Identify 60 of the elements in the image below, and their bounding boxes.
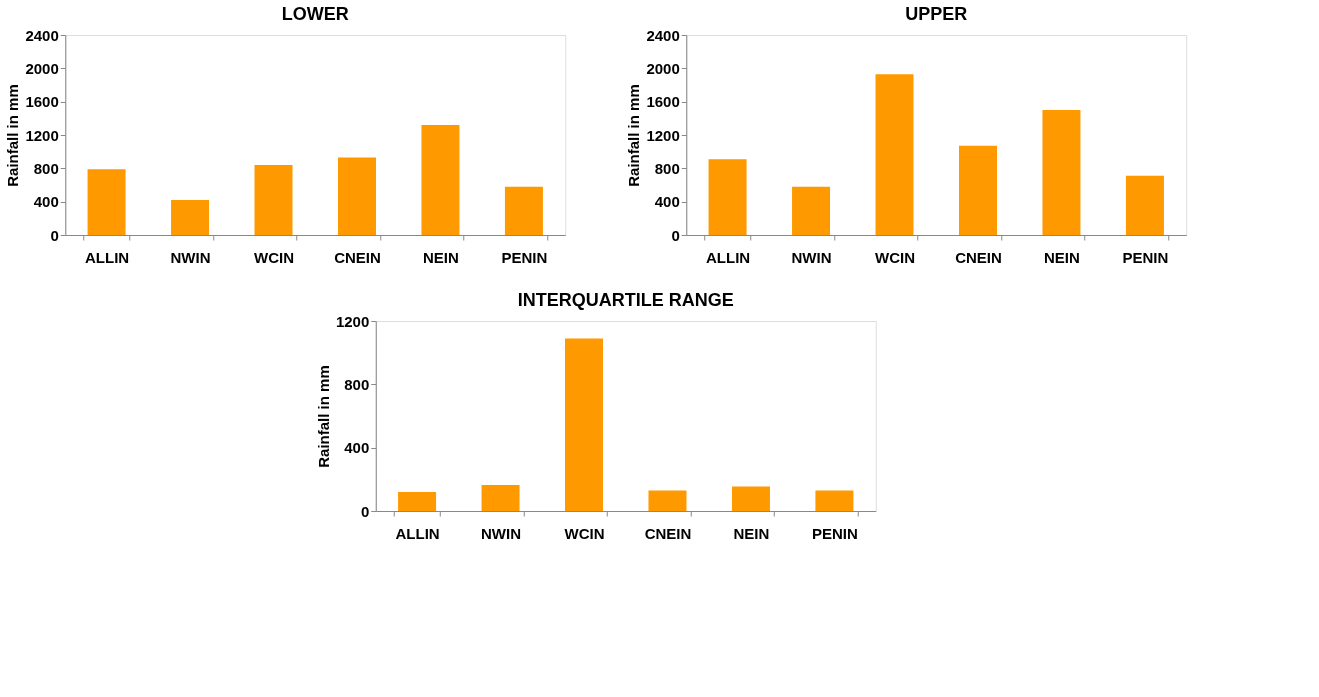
x-tick-label: ALLIN [84, 248, 130, 266]
x-tick-label: CNEIN [955, 248, 1002, 266]
bar [958, 145, 997, 235]
y-tick-label: 2400 [646, 26, 680, 44]
y-tick-label: 400 [33, 193, 59, 211]
bar [337, 157, 376, 235]
x-tick-label: NEIN [733, 524, 770, 542]
bar [398, 492, 437, 511]
chart-title: INTERQUARTILE RANGE [517, 290, 734, 310]
bar [481, 484, 520, 511]
y-tick-label: 2000 [646, 59, 680, 77]
bar [648, 490, 687, 511]
x-tick-label: NEIN [423, 248, 459, 266]
y-tick-label: 1600 [25, 93, 59, 111]
bar [421, 125, 460, 235]
y-tick-label: 0 [50, 226, 59, 244]
y-tick-label: 400 [654, 193, 680, 211]
x-tick-label: NWIN [170, 248, 211, 266]
bar [875, 74, 914, 235]
x-tick-label: PENIN [812, 524, 858, 542]
bar [708, 159, 747, 235]
bar [171, 200, 210, 235]
bar [87, 169, 126, 235]
y-tick-label: 800 [344, 375, 370, 393]
x-tick-label: WCIN [564, 524, 605, 542]
y-tick-label: 1200 [646, 126, 680, 144]
x-tick-label: ALLIN [395, 524, 440, 542]
y-tick-label: 1200 [25, 126, 59, 144]
chart-title: UPPER [905, 4, 968, 24]
x-tick-label: NWIN [791, 248, 832, 266]
x-tick-label: ALLIN [705, 248, 751, 266]
bar [565, 338, 604, 511]
y-tick-label: 2000 [25, 59, 59, 77]
y-tick-label: 1200 [335, 312, 370, 330]
x-tick-label: PENIN [501, 248, 548, 266]
x-tick-label: CNEIN [644, 524, 692, 542]
y-tick-label: 800 [33, 159, 59, 177]
bar [1042, 110, 1081, 235]
x-tick-label: NWIN [481, 524, 522, 542]
y-axis-title: Rainfall in mm [625, 84, 643, 187]
x-tick-label: PENIN [1122, 248, 1169, 266]
chart-title: LOWER [281, 4, 349, 24]
x-tick-label: CNEIN [334, 248, 381, 266]
y-tick-label: 0 [671, 226, 680, 244]
y-tick-label: 800 [654, 159, 680, 177]
x-tick-label: WCIN [875, 248, 916, 266]
y-tick-label: 0 [360, 502, 370, 520]
x-tick-label: NEIN [1044, 248, 1080, 266]
bar [792, 186, 831, 235]
y-tick-label: 2400 [25, 26, 59, 44]
y-axis-title: Rainfall in mm [314, 365, 332, 468]
y-axis-title: Rainfall in mm [4, 84, 22, 187]
y-tick-label: 1600 [646, 93, 680, 111]
bar [254, 165, 293, 235]
x-tick-label: WCIN [254, 248, 295, 266]
bar [504, 186, 543, 235]
bar [1125, 175, 1164, 235]
bar [815, 490, 854, 511]
bar [731, 486, 770, 511]
y-tick-label: 400 [344, 439, 370, 457]
